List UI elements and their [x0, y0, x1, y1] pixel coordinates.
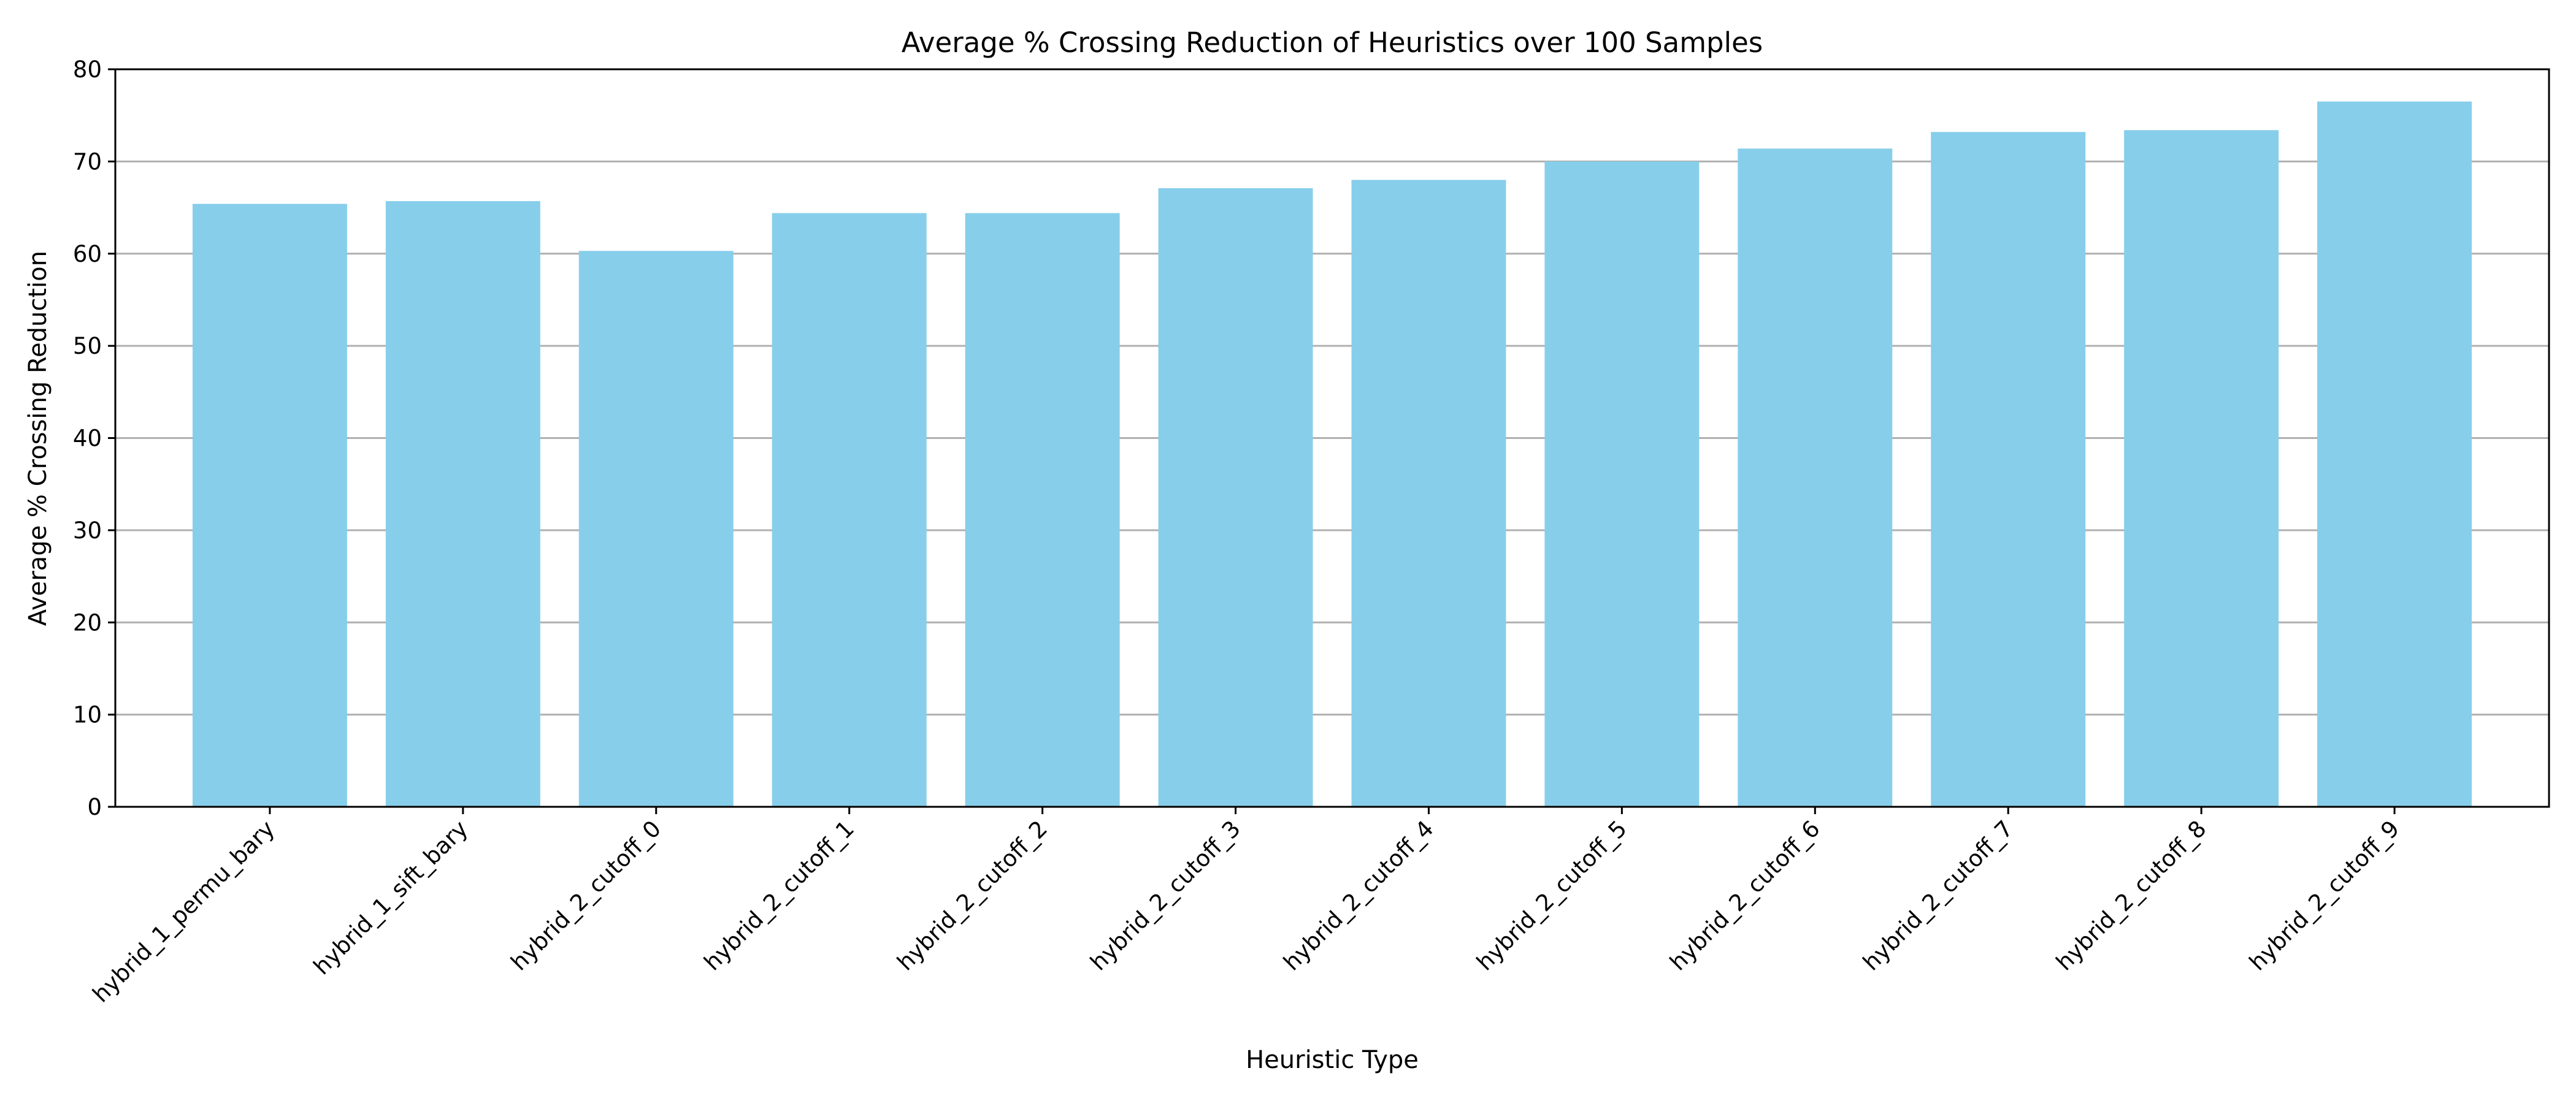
bar [1351, 180, 1506, 807]
x-tick-label: hybrid_1_sift_bary [309, 815, 473, 980]
bar [772, 213, 927, 807]
x-tick-label: hybrid_2_cutoff_6 [1665, 815, 1825, 976]
bar [1931, 132, 2086, 807]
chart-title: Average % Crossing Reduction of Heuristi… [902, 26, 1763, 59]
y-tick-label: 70 [73, 148, 102, 175]
x-axis-ticks: hybrid_1_permu_bary hybrid_1_sift_bary hyb… [88, 807, 2405, 1008]
x-tick-label: hybrid_2_cutoff_4 [1278, 815, 1439, 976]
bar [2124, 130, 2279, 807]
bar [1158, 188, 1313, 807]
y-axis-label: Average % Crossing Reduction [24, 251, 52, 626]
x-axis-label: Heuristic Type [1246, 1046, 1419, 1074]
bar [1738, 148, 1893, 807]
bar [965, 213, 1120, 807]
x-tick-label: hybrid_2_cutoff_8 [2051, 815, 2212, 976]
bar [192, 204, 347, 807]
y-tick-label: 20 [73, 609, 102, 636]
x-tick-label: hybrid_2_cutoff_7 [1858, 815, 2018, 976]
y-tick-label: 50 [73, 333, 102, 359]
x-tick-label: hybrid_1_permu_bary [88, 815, 280, 1008]
y-tick-label: 60 [73, 241, 102, 267]
bars [192, 101, 2472, 807]
y-tick-label: 40 [73, 425, 102, 452]
bar [1544, 161, 1700, 807]
x-tick-label: hybrid_2_cutoff_1 [699, 815, 860, 976]
y-tick-label: 30 [73, 517, 102, 544]
x-tick-label: hybrid_2_cutoff_0 [506, 815, 667, 976]
bar [578, 251, 734, 807]
y-tick-label: 0 [87, 794, 102, 820]
x-tick-label: hybrid_2_cutoff_3 [1085, 815, 1246, 976]
y-tick-label: 10 [73, 702, 102, 728]
y-axis-ticks: 0 10 20 30 40 50 60 70 80 [73, 56, 115, 820]
x-tick-label: hybrid_2_cutoff_5 [1471, 815, 1632, 976]
x-tick-label: hybrid_2_cutoff_9 [2244, 815, 2405, 976]
y-tick-label: 80 [73, 56, 102, 83]
x-tick-label: hybrid_2_cutoff_2 [892, 815, 1052, 976]
bar [2317, 101, 2472, 807]
bar [385, 201, 540, 807]
